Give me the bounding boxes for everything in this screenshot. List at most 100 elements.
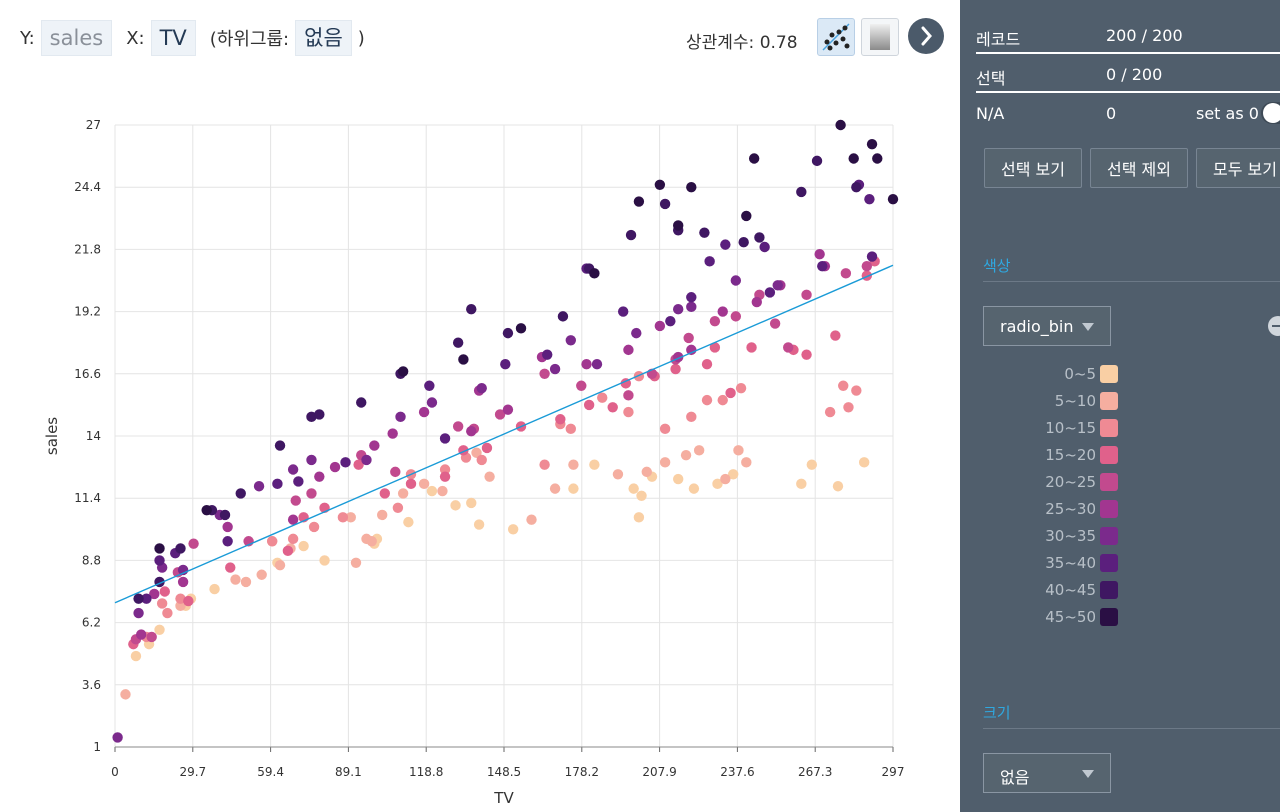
remove-color-icon[interactable] [1268, 316, 1280, 336]
legend-label: 30~35 [1045, 527, 1096, 545]
data-point [665, 315, 676, 327]
data-point [183, 595, 194, 607]
data-point [418, 406, 430, 418]
exclude-selected-button[interactable]: 선택 제외 [1090, 148, 1188, 188]
selected-label: 선택 [976, 69, 1006, 88]
data-point [730, 311, 742, 322]
legend-item[interactable]: 5~10 [1020, 390, 1180, 412]
data-point [494, 409, 506, 420]
chevron-right-icon [921, 26, 932, 46]
data-point [175, 593, 186, 604]
x-tick-label: 148.5 [487, 765, 521, 779]
data-point [539, 459, 550, 470]
data-point [858, 457, 870, 468]
color-dropdown-value: radio_bin [1000, 317, 1074, 336]
data-point [112, 732, 123, 743]
data-point [539, 368, 550, 379]
density-view-button[interactable] [861, 18, 899, 56]
legend-item[interactable]: 45~50 [1020, 606, 1180, 628]
size-dropdown[interactable]: 없음 [983, 753, 1111, 793]
color-dropdown[interactable]: radio_bin [983, 306, 1111, 346]
x-tick-label: 297 [882, 765, 905, 779]
data-point [701, 359, 713, 370]
selected-value: 0 / 200 [1106, 65, 1163, 84]
legend-item[interactable]: 15~20 [1020, 444, 1180, 466]
set-as-zero-toggle[interactable] [1261, 102, 1280, 124]
data-point [476, 454, 487, 466]
data-point [720, 239, 731, 250]
legend-item[interactable]: 0~5 [1020, 363, 1180, 385]
data-point [617, 306, 629, 317]
data-point [306, 488, 317, 499]
data-point [188, 538, 199, 549]
data-point [376, 509, 388, 521]
data-point [272, 478, 283, 490]
data-point [397, 488, 409, 499]
axis-selector-bar: Y: sales X: TV (하위그룹: 없음 ) [20, 18, 365, 58]
scatter-view-button[interactable] [817, 18, 855, 56]
data-point [636, 490, 647, 502]
legend-item[interactable]: 35~40 [1020, 552, 1180, 574]
data-point [733, 445, 744, 456]
show-selected-button[interactable]: 선택 보기 [984, 148, 1082, 188]
legend-item[interactable]: 30~35 [1020, 525, 1180, 547]
data-point [751, 296, 762, 308]
y-axis-field[interactable]: sales [40, 20, 113, 56]
data-point [565, 423, 576, 435]
legend-swatch [1100, 365, 1118, 383]
data-point [772, 280, 783, 291]
show-all-button[interactable]: 모두 보기 [1196, 148, 1280, 188]
legend-item[interactable]: 25~30 [1020, 498, 1180, 520]
data-point [769, 318, 781, 329]
data-point [133, 607, 144, 619]
data-point [686, 292, 697, 303]
scatter-chart[interactable]: 0 29.7 59.4 89.1 118.8 148.5 178.2 207.9 237.6 26… [0, 0, 960, 812]
data-point [298, 540, 309, 552]
subgroup-field[interactable]: 없음 [295, 20, 352, 56]
legend-item[interactable]: 40~45 [1020, 579, 1180, 601]
data-point [426, 485, 438, 497]
data-point [824, 406, 836, 418]
data-point [641, 466, 652, 478]
data-point [738, 237, 749, 248]
data-point [437, 485, 448, 497]
y-tick-label: 8.8 [82, 553, 101, 567]
data-point [306, 454, 317, 466]
data-point [693, 445, 705, 456]
data-point [481, 442, 493, 454]
na-row: N/A 0 set as 0 [976, 94, 1280, 132]
data-point [356, 397, 367, 408]
x-axis-field[interactable]: TV [150, 20, 196, 56]
data-point [201, 504, 212, 516]
selected-row: 선택 0 / 200 [976, 55, 1280, 93]
data-point [274, 440, 286, 451]
next-panel-button[interactable] [908, 18, 944, 54]
data-point [699, 227, 710, 238]
data-point [162, 607, 173, 619]
legend-item[interactable]: 10~15 [1020, 417, 1180, 439]
data-point [866, 138, 878, 150]
data-point [287, 464, 299, 475]
color-section-title: 색상 [983, 257, 1011, 275]
data-point [471, 447, 482, 458]
correlation-value: 상관계수: 0.78 [686, 33, 798, 53]
data-point [466, 304, 477, 315]
data-point [659, 423, 671, 435]
data-point [156, 598, 168, 609]
x-tick-label: 178.2 [565, 765, 599, 779]
data-point [222, 536, 233, 547]
data-point [581, 359, 592, 370]
data-point [864, 193, 875, 205]
data-point [424, 380, 435, 391]
subgroup-label: (하위그룹: [209, 29, 290, 50]
data-point [589, 268, 600, 279]
legend-item[interactable]: 20~25 [1020, 471, 1180, 493]
data-point [659, 457, 671, 468]
data-point [887, 193, 899, 205]
legend-swatch [1100, 446, 1118, 464]
data-point [654, 320, 666, 332]
data-point [633, 512, 645, 523]
data-point [683, 332, 694, 344]
data-point [686, 301, 697, 313]
data-point [390, 466, 401, 478]
